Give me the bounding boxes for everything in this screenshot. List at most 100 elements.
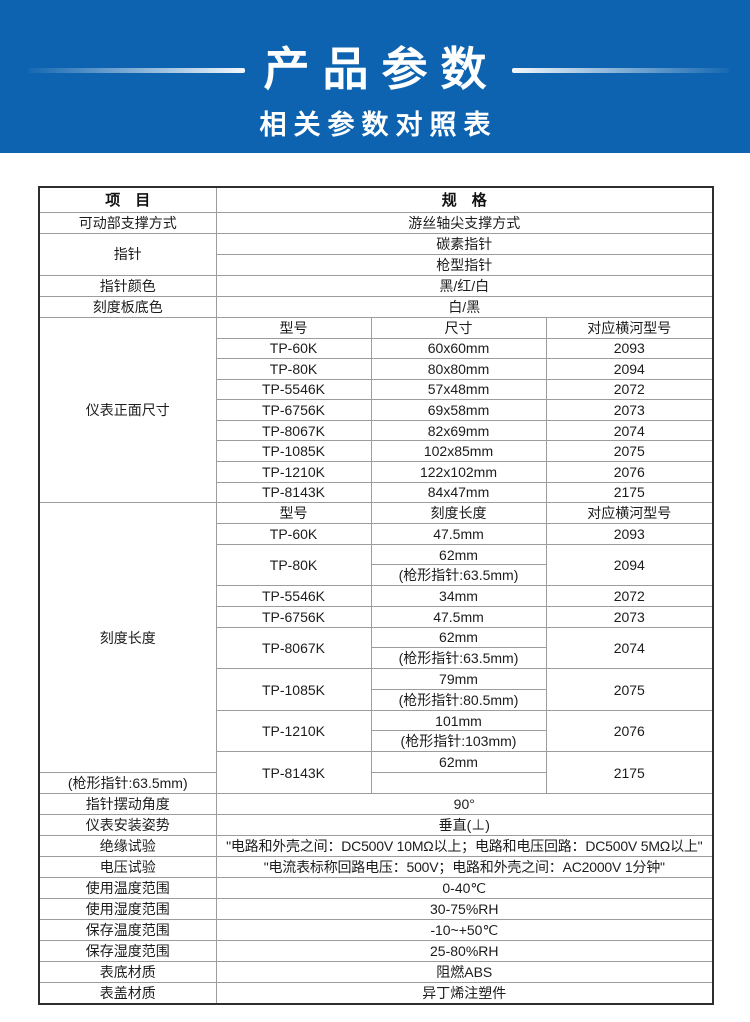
table-row: TP-8143K 62mm 2175	[39, 751, 714, 794]
table-row: TP-8067K 82x69mm 2074	[39, 419, 714, 442]
table-row: TP-60K 60x60mm 2093	[39, 337, 714, 360]
table-cell: 62mm	[370, 543, 547, 566]
table-row: 可动部支撑方式 游丝轴尖支撑方式	[38, 211, 714, 234]
table-cell: 69x58mm	[370, 399, 547, 421]
table-row: TP-8067K 62mm 2074	[39, 626, 714, 670]
table-cell: 游丝轴尖支撑方式	[215, 211, 714, 234]
table-row: 刻度板底色 白/黑	[38, 295, 714, 318]
table-cell: TP-1210K	[215, 461, 372, 483]
title-decor-line-right	[512, 68, 729, 73]
table-cell: 47.5mm	[370, 523, 547, 545]
table-cell: (枪形指针:63.5mm)	[370, 564, 547, 587]
table-header-cell: 项 目	[38, 186, 217, 213]
table-cell: 碳素指针	[215, 232, 714, 255]
table-cell: 电压试验	[38, 856, 217, 878]
table-cell: 2093	[545, 523, 714, 545]
table-cell: TP-1210K	[215, 709, 372, 753]
table-cell: 2076	[545, 709, 714, 753]
table-cell: 异丁烯注塑件	[215, 982, 714, 1005]
table-cell: TP-5546K	[215, 585, 372, 608]
table-cell: 79mm	[370, 668, 547, 690]
table-cell: 2075	[545, 668, 714, 711]
table-cell: 80x80mm	[370, 358, 547, 380]
table-cell: 尺寸	[370, 316, 547, 339]
table-cell: 82x69mm	[370, 419, 547, 442]
table-cell: 2175	[545, 481, 714, 504]
table-cell: 2074	[545, 626, 714, 670]
table-row: 使用温度范围 0-40℃	[38, 877, 714, 899]
title-decor-line-left	[28, 68, 245, 73]
table-cell: TP-8067K	[215, 419, 372, 442]
table-cell: TP-60K	[215, 337, 372, 360]
table-row: (枪形指针:80.5mm)	[39, 688, 713, 711]
table-cell: 2076	[545, 461, 714, 483]
table-cell: 34mm	[370, 585, 547, 608]
table-cell: 保存湿度范围	[38, 940, 217, 962]
table-cell: (枪形指针:80.5mm)	[370, 688, 547, 711]
table-row: 指针 碳素指针	[38, 232, 714, 276]
table-cell: TP-1085K	[215, 668, 372, 711]
table-cell: 刻度长度	[370, 502, 547, 525]
table-row: 表底材质 阻燃ABS	[38, 961, 714, 983]
table-row: 指针摆动角度 90°	[38, 793, 714, 815]
table-cell: 122x102mm	[370, 461, 547, 483]
table-cell: TP-60K	[215, 523, 372, 545]
table-cell: 2073	[545, 606, 714, 628]
table-cell: 2072	[545, 585, 714, 608]
table-row: 指针颜色 黑/红/白	[38, 274, 714, 297]
table-row: 仪表正面尺寸 型号 尺寸 对应横河型号	[38, 316, 714, 504]
table-cell: TP-8143K	[215, 481, 372, 504]
table-row: (枪形指针:63.5mm)	[39, 647, 713, 670]
table-row: TP-80K 62mm 2094	[39, 543, 714, 587]
table-row: TP-6756K 69x58mm 2073	[39, 399, 714, 421]
table-cell: 型号	[215, 502, 372, 525]
table-cell: "电流表标称回路电压：500V；电路和外壳之间：AC2000V 1分钟"	[215, 856, 714, 878]
table-cell: 60x60mm	[370, 337, 547, 360]
table-cell: TP-8067K	[215, 626, 372, 670]
table-cell: -10~+50℃	[215, 919, 714, 941]
table-cell: 使用温度范围	[38, 877, 217, 899]
table-cell: 仪表正面尺寸	[38, 316, 217, 504]
table-row: (枪形指针:63.5mm)	[38, 772, 713, 794]
table-cell: TP-1085K	[215, 440, 372, 463]
table-row: TP-1210K 101mm 2076	[39, 709, 714, 753]
table-cell: 指针颜色	[38, 274, 217, 297]
table-cell: 101mm	[370, 709, 547, 732]
table-cell: 表盖材质	[38, 982, 217, 1005]
table-cell: (枪形指针:63.5mm)	[38, 772, 217, 794]
table-cell: 84x47mm	[370, 481, 547, 504]
table-row: TP-5546K 57x48mm 2072	[39, 378, 714, 401]
table-cell: 2074	[545, 419, 714, 442]
table-row: 枪型指针	[39, 253, 714, 276]
page-subtitle: 相关参数对照表	[259, 110, 498, 140]
table-cell: 保存温度范围	[38, 919, 217, 941]
table-cell: 90°	[215, 793, 714, 815]
table-row: 刻度长度 型号 刻度长度 对应横河型号	[38, 502, 714, 773]
table-cell: TP-80K	[215, 358, 372, 380]
table-cell: 62mm	[370, 751, 547, 773]
table-row: (枪形指针:63.5mm)	[39, 564, 713, 587]
table-cell: 表底材质	[38, 961, 217, 983]
table-header-cell: 规 格	[215, 186, 714, 213]
table-row: TP-1085K 102x85mm 2075	[39, 440, 714, 463]
table-cell: 对应横河型号	[545, 316, 714, 339]
table-cell: 2094	[545, 358, 714, 380]
table-cell: 指针摆动角度	[38, 793, 217, 815]
table-cell: 102x85mm	[370, 440, 547, 463]
table-cell: 刻度长度	[38, 502, 217, 773]
table-cell: (枪形指针:103mm)	[370, 730, 547, 753]
table-cell: 刻度板底色	[38, 295, 217, 318]
table-cell: 仪表安装姿势	[38, 814, 217, 836]
table-cell: 枪型指针	[215, 253, 714, 276]
table-cell: 绝缘试验	[38, 835, 217, 857]
table-row: TP-6756K 47.5mm 2073	[39, 606, 714, 628]
table-cell: 黑/红/白	[215, 274, 714, 297]
table-cell: "电路和外壳之间：DC500V 10MΩ以上；电路和电压回路：DC500V 5M…	[215, 835, 714, 857]
table-cell: 2072	[545, 378, 714, 401]
table-cell: 47.5mm	[370, 606, 547, 628]
table-cell: (枪形指针:63.5mm)	[370, 647, 547, 670]
table-cell: 可动部支撑方式	[38, 211, 217, 234]
table-cell: 指针	[38, 232, 217, 276]
table-cell: 2073	[545, 399, 714, 421]
table-cell: TP-8143K	[215, 751, 372, 794]
